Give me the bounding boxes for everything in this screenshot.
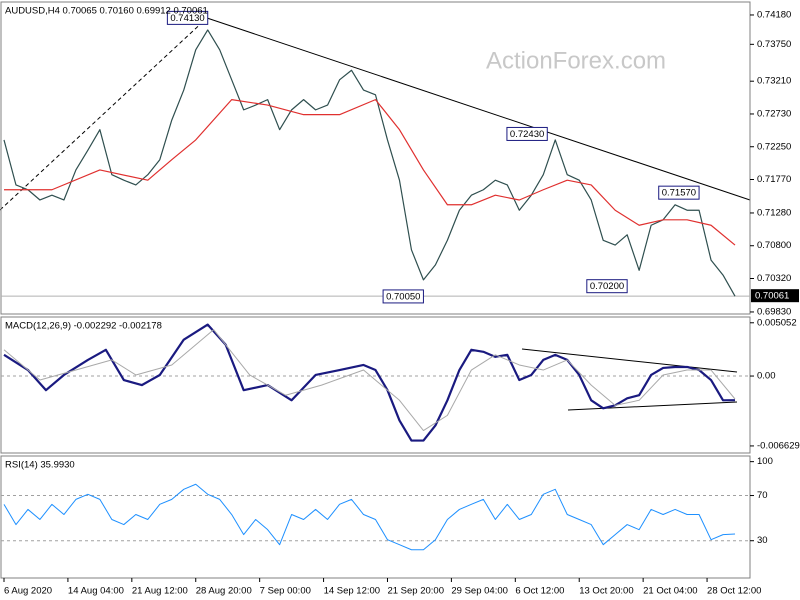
panel: [0, 455, 751, 579]
current-price-label: 0.70061: [755, 291, 789, 302]
level-label: 0.71570: [662, 188, 696, 199]
level-label: 0.72430: [510, 129, 544, 140]
x-tick-label: 6 Oct 12:00: [515, 586, 564, 597]
y-tick-label: 0.69830: [757, 306, 791, 317]
x-tick-label: 28 Aug 20:00: [196, 586, 252, 597]
panel: [0, 316, 751, 454]
x-tick-label: 21 Sep 20:00: [387, 586, 444, 597]
macd-trendline: [521, 348, 738, 373]
x-tick-label: 13 Oct 20:00: [579, 586, 633, 597]
level-label: 0.70200: [590, 281, 624, 292]
level-label: 0.70050: [386, 291, 420, 302]
y-tick-label: 0.70800: [757, 240, 791, 251]
series-line: [3, 483, 736, 551]
panel-title: MACD(12,26,9) -0.002292 -0.002178: [5, 321, 162, 332]
x-tick-label: 28 Oct 12:00: [707, 586, 761, 597]
y-tick-label: -0.006629: [757, 440, 800, 451]
level-label-box: [586, 279, 628, 294]
y-tick-label: 0.72730: [757, 108, 791, 119]
y-tick-label: 0.005052: [757, 317, 797, 328]
y-tick-label: 0.00: [757, 371, 776, 382]
y-tick-label: 0.70320: [757, 273, 791, 284]
panel: [0, 1, 751, 315]
series-line: [4, 99, 736, 246]
x-tick-label: 21 Oct 04:00: [643, 586, 697, 597]
y-tick-label: 0.71280: [757, 207, 791, 218]
x-tick-label: 29 Sep 04:00: [451, 586, 508, 597]
trendline: [206, 17, 751, 201]
current-price-box: [751, 289, 799, 303]
level-label-box: [382, 289, 424, 304]
trendline-dashed: [0, 17, 208, 211]
x-tick-label: 14 Aug 04:00: [68, 586, 124, 597]
y-tick-label: 0.73750: [757, 39, 791, 50]
panel-title: RSI(14) 35.9930: [5, 460, 75, 471]
watermark: ActionForex.com: [486, 47, 666, 74]
x-tick-label: 21 Aug 12:00: [132, 586, 188, 597]
series-line: [3, 329, 736, 432]
y-tick-label: 0.74180: [757, 9, 791, 20]
panel-title: AUDUSD,H4 0.70065 0.70160 0.69912 0.7006…: [5, 6, 208, 17]
x-tick-label: 6 Aug 2020: [4, 586, 52, 597]
y-tick-label: 100: [757, 456, 773, 467]
level-label-box: [658, 185, 700, 200]
series-line: [3, 29, 736, 297]
series-line: [3, 323, 736, 442]
level-label: 0.74130: [170, 13, 204, 24]
y-tick-label: 0.73210: [757, 76, 791, 87]
level-label-box: [166, 10, 209, 25]
y-tick-label: 0.72250: [757, 141, 791, 152]
macd-trendline: [567, 401, 738, 411]
x-tick-label: 7 Sep 00:00: [260, 586, 311, 597]
y-tick-label: 70: [757, 490, 768, 501]
y-tick-label: 0.71770: [757, 174, 791, 185]
x-tick-label: 14 Sep 12:00: [324, 586, 381, 597]
y-tick-label: 30: [757, 535, 768, 546]
level-label-box: [506, 126, 548, 141]
